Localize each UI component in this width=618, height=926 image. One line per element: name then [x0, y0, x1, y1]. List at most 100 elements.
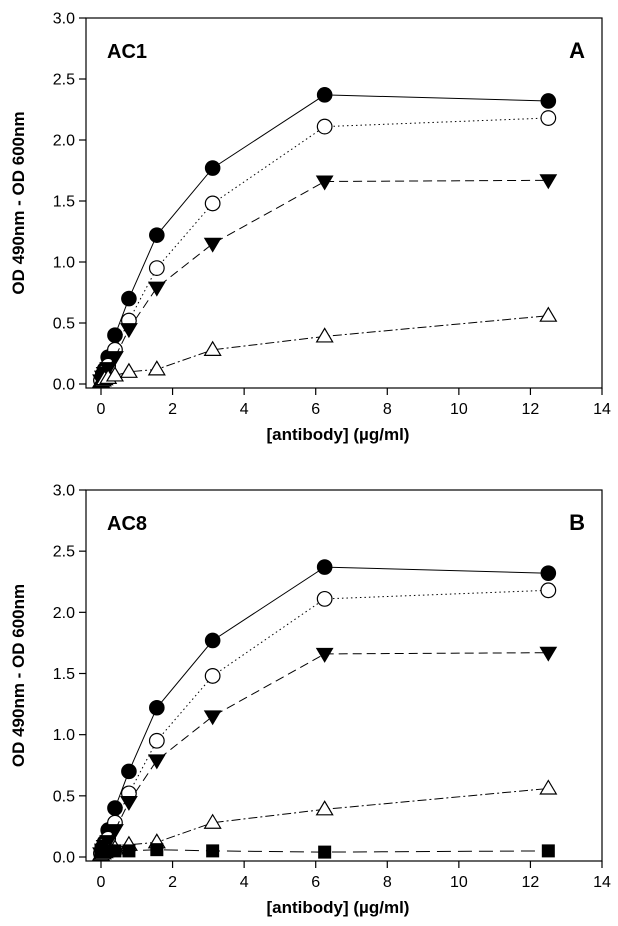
open-circle-marker: [148, 260, 165, 277]
filled-circle-marker: [149, 227, 165, 243]
filled-square-marker: [122, 844, 136, 858]
open-triangle-marker: [539, 779, 558, 795]
open-circle-marker: [316, 118, 333, 135]
x-tick-label: 6: [311, 401, 320, 418]
filled-triangle-marker: [106, 351, 124, 367]
open-triangle-marker: [203, 813, 222, 829]
open-triangle-marker: [539, 306, 558, 322]
open-triangle-marker: [105, 366, 125, 382]
x-tick-label: 10: [450, 874, 468, 891]
open-triangle-marker: [203, 340, 222, 356]
series-line: [100, 117, 549, 381]
y-axis-title: OD 490nm - OD 600nm: [9, 584, 28, 767]
y-tick-label: 0.0: [53, 850, 75, 867]
x-tick-label: 12: [522, 401, 540, 418]
plot-frame: [85, 489, 603, 862]
y-tick-label: 1.5: [53, 666, 75, 683]
x-tick-label: 2: [168, 874, 177, 891]
x-tick-label: 14: [593, 874, 611, 891]
panel-title: AC8: [107, 513, 147, 535]
series-line: [100, 652, 549, 854]
open-circle-marker: [204, 195, 221, 212]
open-triangle-marker: [147, 360, 166, 376]
open-triangle-marker: [315, 800, 334, 816]
series-4-filled-square: [94, 843, 555, 859]
x-tick-label: 14: [593, 401, 611, 418]
filled-triangle-marker: [539, 646, 558, 662]
filled-circle-marker: [149, 699, 165, 716]
x-tick-label: 10: [450, 401, 468, 418]
x-tick-label: 4: [240, 874, 249, 891]
series-2-filled-triangle-down: [92, 174, 558, 390]
filled-circle-marker: [121, 763, 137, 780]
filled-circle-marker: [316, 559, 333, 575]
filled-triangle-marker: [203, 710, 222, 726]
x-axis-title: [antibody] (µg/ml): [267, 425, 410, 444]
x-tick-label: 12: [522, 874, 540, 891]
y-tick-label: 3.0: [53, 11, 75, 28]
open-circle-marker: [148, 732, 165, 749]
filled-circle-marker: [204, 160, 221, 176]
filled-triangle-marker: [203, 237, 222, 253]
y-tick-label: 2.5: [53, 544, 75, 561]
filled-square-marker: [206, 844, 220, 858]
y-tick-label: 0.5: [53, 316, 75, 333]
x-tick-label: 0: [97, 401, 106, 418]
y-tick-label: 0.0: [53, 377, 75, 394]
x-tick-label: 8: [383, 874, 392, 891]
series-2-filled-triangle-down: [92, 646, 558, 863]
y-tick-label: 2.5: [53, 72, 75, 89]
filled-circle-marker: [540, 565, 557, 581]
panel-letter: A: [569, 38, 585, 63]
open-circle-marker: [204, 668, 221, 684]
open-circle-marker: [540, 110, 557, 126]
filled-circle-marker: [107, 800, 123, 816]
y-tick-label: 2.0: [53, 133, 75, 150]
x-tick-label: 0: [97, 874, 106, 891]
y-tick-label: 2.0: [53, 605, 75, 622]
x-tick-label: 6: [311, 874, 320, 891]
x-tick-label: 4: [240, 401, 249, 418]
x-tick-label: 8: [383, 401, 392, 418]
series-3-open-triangle-up: [91, 306, 558, 388]
chart-panel-b: 0.0 0.5 1.0 1.5 2.0 2.5 3.0 0 2 4 6 8 10 12 14 [antibod…: [9, 483, 611, 918]
filled-triangle-marker: [147, 754, 166, 770]
filled-circle-marker: [107, 327, 123, 344]
y-tick-label: 3.0: [53, 483, 75, 500]
filled-circle-marker: [121, 290, 137, 307]
filled-square-marker: [108, 844, 122, 858]
open-circle-marker: [540, 582, 557, 599]
y-axis-title: OD 490nm - OD 600nm: [9, 111, 28, 294]
filled-circle-marker: [316, 87, 333, 103]
open-circle-marker: [316, 590, 333, 607]
series-1-open-circle: [93, 582, 557, 862]
y-tick-label: 1.0: [53, 727, 75, 744]
filled-square-marker: [318, 845, 332, 859]
plot-frame: [85, 17, 603, 389]
x-axis-title: [antibody] (µg/ml): [267, 898, 410, 917]
series-line: [100, 589, 549, 854]
open-triangle-marker: [119, 362, 138, 378]
filled-triangle-marker: [147, 281, 166, 297]
x-tick-label: 2: [168, 401, 177, 418]
series-1-open-circle: [93, 110, 557, 389]
filled-triangle-marker: [539, 174, 558, 190]
series-line: [100, 315, 549, 383]
filled-triangle-marker: [120, 795, 138, 811]
filled-triangle-marker: [106, 824, 124, 840]
filled-circle-marker: [540, 93, 557, 109]
series-line: [100, 788, 549, 856]
filled-circle-marker: [204, 632, 221, 649]
panel-title: AC1: [107, 41, 147, 63]
filled-triangle-marker: [120, 323, 138, 339]
panel-letter: B: [569, 510, 585, 535]
y-tick-label: 1.5: [53, 194, 75, 211]
filled-square-marker: [541, 844, 555, 858]
open-triangle-marker: [315, 327, 334, 343]
series-line: [100, 179, 549, 381]
filled-triangle-marker: [315, 647, 334, 663]
filled-triangle-marker: [315, 175, 334, 191]
chart-panel-a: 0.0 0.5 1.0 1.5 2.0 2.5 3.0 0 2 4 6 8 10 12 14 [antibod…: [9, 11, 611, 445]
y-tick-label: 0.5: [53, 788, 75, 805]
